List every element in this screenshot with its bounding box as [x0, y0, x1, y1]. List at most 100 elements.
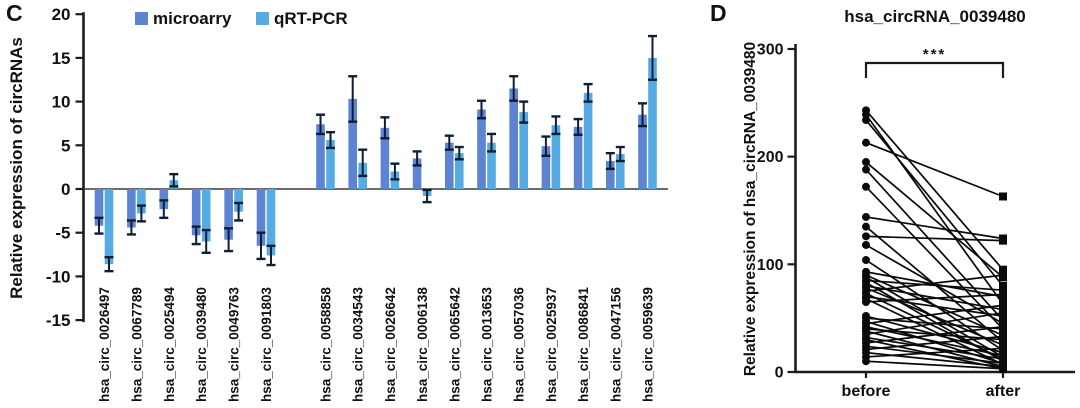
after-point — [999, 192, 1007, 201]
y-tick-label: 100 — [757, 257, 784, 274]
bar-qRT-PCR-hsa_circ_0049763 — [234, 189, 243, 212]
bar-qRT-PCR-hsa_circ_0013653 — [487, 142, 496, 189]
category-label: hsa_circ_0025937 — [544, 287, 559, 402]
pair-line — [865, 161, 1004, 278]
y-tick-label: -15 — [46, 311, 71, 330]
category-label: hsa_circ_0026642 — [383, 287, 398, 402]
y-tick-label: 10 — [52, 93, 71, 112]
bar-microarry-hsa_circ_0086841 — [573, 126, 583, 189]
error-bar-microarry-hsa_circ_0067789 — [126, 219, 136, 236]
y-tick-label: 15 — [52, 49, 71, 68]
bar-qRT-PCR-hsa_circ_0065642 — [455, 153, 464, 189]
pair-line — [865, 298, 1004, 366]
bar-qRT-PCR-hsa_circ_0091803 — [266, 189, 276, 256]
error-bar-qRT-PCR-hsa_circ_0086841 — [583, 82, 593, 103]
pair-line — [865, 274, 1004, 293]
category-label: hsa_circ_0086841 — [576, 287, 591, 402]
pair-line — [865, 141, 1004, 198]
bar-qRT-PCR-hsa_circ_0067789 — [137, 189, 146, 214]
bar-microarry-hsa_circ_0039480 — [191, 189, 201, 236]
bar-microarry-hsa_circ_0049763 — [224, 189, 233, 240]
error-bar-microarry-hsa_circ_0091803 — [256, 231, 266, 261]
category-label: hsa_circ_0059639 — [641, 287, 656, 402]
y-tick-label: 200 — [757, 149, 784, 166]
error-bar-qRT-PCR-hsa_circ_0047156 — [615, 145, 625, 163]
after-point — [999, 344, 1007, 353]
error-bar-microarry-hsa_circ_0049763 — [224, 227, 234, 253]
error-bar-qRT-PCR-hsa_circ_0025937 — [551, 115, 561, 136]
bar-qRT-PCR-hsa_circ_0058858 — [326, 140, 335, 189]
category-label: hsa_circ_0091803 — [259, 287, 274, 402]
category-label: hsa_circ_0067789 — [129, 287, 144, 402]
bar-microarry-hsa_circ_0091803 — [256, 189, 266, 246]
bar-microarry-hsa_circ_0058858 — [316, 124, 325, 189]
error-bar-microarry-hsa_circ_0039480 — [191, 225, 201, 246]
category-label: hsa_circ_0065642 — [447, 287, 462, 402]
before-point — [862, 116, 870, 125]
bar-qRT-PCR-hsa_circ_0059639 — [648, 57, 657, 190]
y-tick-label: 20 — [52, 5, 71, 24]
error-bar-qRT-PCR-hsa_circ_0026497 — [104, 255, 114, 273]
pair-line — [865, 347, 1004, 358]
pair-line — [865, 279, 1004, 292]
before-point — [862, 212, 870, 221]
y-tick-label: 0 — [775, 365, 784, 382]
before-point — [862, 357, 870, 366]
category-label: hsa_circ_0058858 — [319, 287, 334, 402]
bar-microarry-hsa_circ_0025494 — [159, 189, 169, 210]
after-point — [999, 355, 1007, 364]
after-point — [999, 308, 1007, 317]
bar-microarry-hsa_circ_0026497 — [94, 189, 104, 226]
before-point — [862, 138, 870, 147]
y-tick-label: 0 — [61, 180, 70, 199]
y-tick-label: -10 — [46, 267, 71, 286]
after-point — [999, 290, 1007, 299]
after-point — [999, 265, 1007, 274]
pair-line — [865, 336, 1004, 360]
error-bar-qRT-PCR-hsa_circ_0006138 — [422, 188, 432, 204]
bar-microarry-hsa_circ_0034543 — [348, 98, 357, 189]
bar-microarry-hsa_circ_0026642 — [380, 127, 390, 189]
pair-line — [865, 335, 1004, 351]
error-bar-qRT-PCR-hsa_circ_0059639 — [648, 34, 657, 81]
bar-microarry-hsa_circ_0059639 — [638, 114, 647, 189]
category-label: hsa_circ_0049763 — [227, 287, 242, 402]
after-point — [999, 322, 1007, 331]
x-tick-label-after: after — [986, 383, 1021, 400]
error-bar-qRT-PCR-hsa_circ_0025494 — [169, 172, 179, 188]
pair-line — [865, 292, 1004, 360]
panel-c-label: C — [6, 0, 23, 26]
error-bar-microarry-hsa_circ_0006138 — [412, 150, 422, 167]
error-bar-microarry-hsa_circ_0025494 — [159, 199, 169, 220]
bar-microarry-hsa_circ_0067789 — [127, 189, 136, 228]
legend-swatch-microarry — [135, 12, 148, 25]
y-axis-title: Relative expression of circRNAs — [7, 37, 26, 299]
category-label: hsa_circ_0047156 — [608, 287, 623, 402]
bar-qRT-PCR-hsa_circ_0039480 — [201, 189, 211, 242]
error-bar-qRT-PCR-hsa_circ_0067789 — [136, 204, 146, 223]
error-bar-microarry-hsa_circ_0086841 — [573, 117, 583, 137]
error-bar-microarry-hsa_circ_0013653 — [477, 99, 486, 120]
after-point — [999, 332, 1007, 341]
error-bar-microarry-hsa_circ_0026497 — [94, 216, 104, 235]
before-point — [862, 182, 870, 191]
chart-title: hsa_circRNA_0039480 — [844, 7, 1025, 26]
after-point — [999, 236, 1007, 245]
pair-line — [865, 360, 1004, 370]
panel-d-label: D — [710, 0, 727, 26]
y-tick-label: -5 — [55, 224, 70, 243]
error-bar-microarry-hsa_circ_0059639 — [638, 102, 647, 128]
error-bar-qRT-PCR-hsa_circ_0034543 — [358, 148, 368, 178]
category-label: hsa_circ_0034543 — [351, 287, 366, 402]
before-point — [862, 256, 870, 265]
pair-line — [865, 271, 1004, 298]
after-point — [999, 364, 1007, 373]
significance-bracket — [864, 61, 1005, 78]
pair-line — [865, 295, 1004, 317]
paired-line-chart-before-after: hsa_circRNA_0039480 300 200 100 0 Relative ex… — [742, 7, 1075, 400]
bar-chart-relative-expression: 20 15 10 5 0 -5 -10 -15 Relative expression of c… — [7, 5, 668, 402]
category-label: hsa_circ_0006138 — [415, 287, 430, 402]
pair-line — [865, 304, 1004, 325]
error-bar-microarry-hsa_circ_0047156 — [605, 151, 615, 171]
pair-line — [865, 311, 1004, 336]
